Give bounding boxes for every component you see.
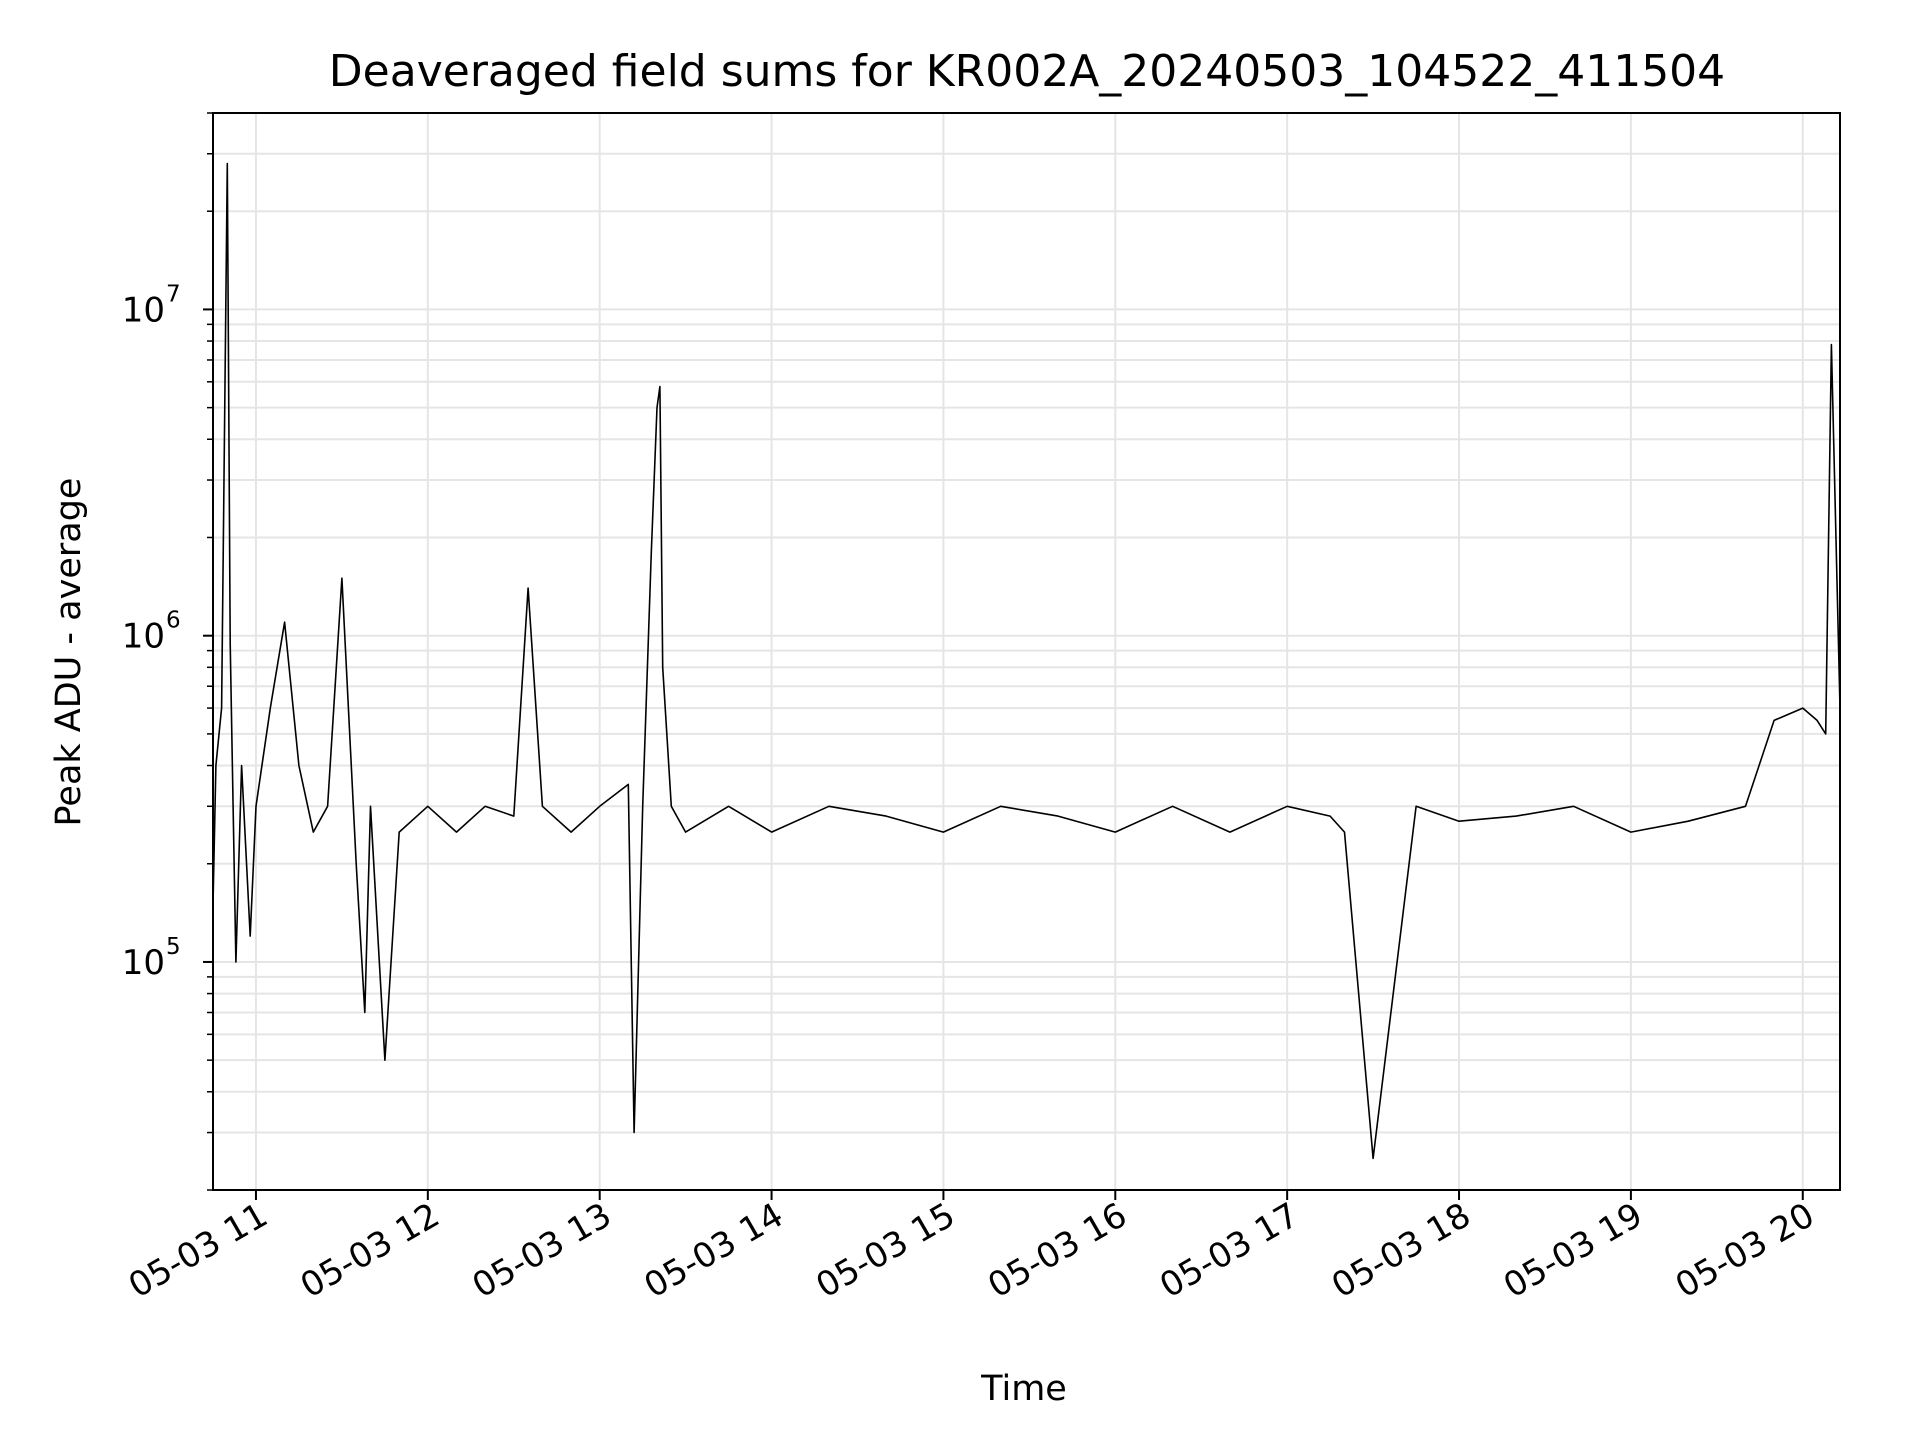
plot-frame xyxy=(212,112,1841,1191)
y-tick-label-exponent: 5 xyxy=(166,934,181,960)
y-tick-label-base: 10 xyxy=(122,943,165,983)
series-group xyxy=(212,162,1841,1160)
y-axis-label: Peak ADU - average xyxy=(49,478,89,827)
y-tick-label-exponent: 7 xyxy=(166,281,181,307)
series-line xyxy=(212,162,1841,1160)
x-axis-label: Time xyxy=(980,1369,1067,1409)
y-tick-label-base: 10 xyxy=(122,617,165,657)
y-tick-label-exponent: 6 xyxy=(166,608,181,634)
y-tick-label-base: 10 xyxy=(122,290,165,330)
chart-title: Deaveraged field sums for KR002A_2024050… xyxy=(329,46,1725,97)
